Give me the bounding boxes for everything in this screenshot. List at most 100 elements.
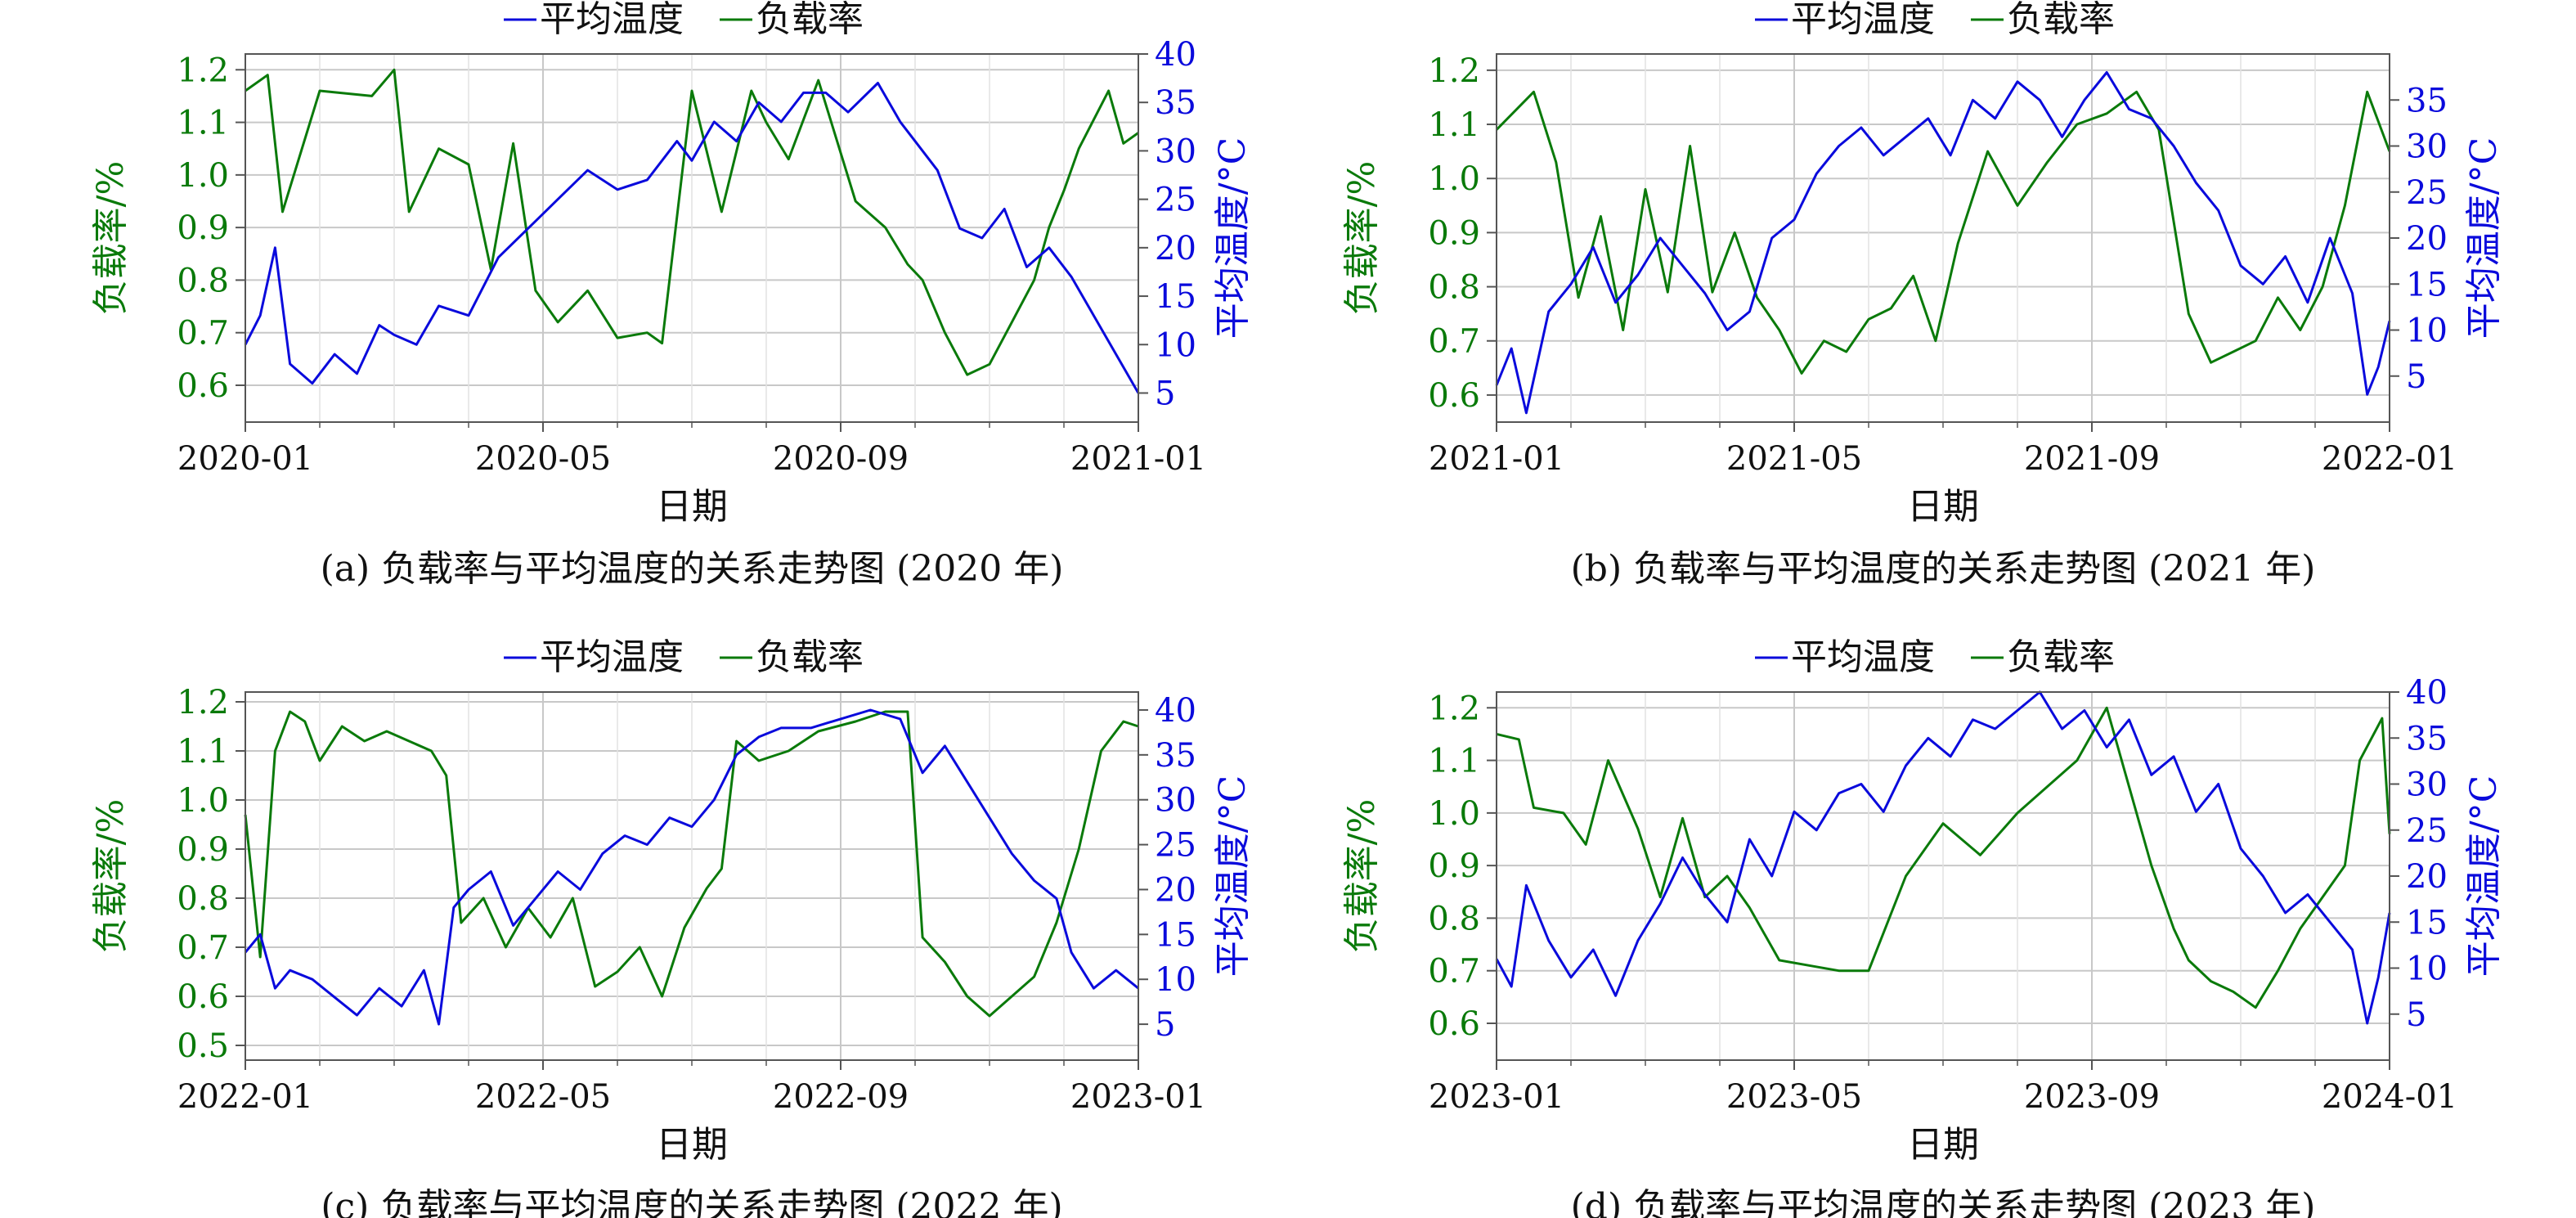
y-axis-label-left: 负载率/% [1341,799,1383,954]
grid [1496,54,2390,422]
x-axis: 2020-01 2020-05 2020-09 2021-01 [177,422,1206,478]
y-tick-label-left: 0.7 [177,929,229,967]
y-tick-label-right: 25 [2406,812,2448,850]
y-tick-label-left: 1.0 [1428,795,1480,833]
x-tick-label: 2022-01 [2322,440,2457,478]
panel-caption: (d) 负载率与平均温度的关系走势图 (2023 年) [1571,1186,2316,1218]
y-tick-label-left: 0.9 [177,831,229,869]
y-tick-label-right: 15 [1155,916,1196,954]
x-axis-label: 日期 [656,486,728,528]
series-line-temp [1495,71,2391,415]
y-tick-label-left: 1.2 [177,684,229,721]
y-axis-label-right: 平均温度/°C [1212,137,1254,339]
y-tick-label-right: 5 [1155,375,1175,412]
series-line-load [244,710,1139,1018]
legend-label-temp: 平均温度 [1791,0,1935,40]
y-tick-label-right: 35 [1155,84,1196,122]
y-axis-left: 0.6 0.7 0.8 0.9 1.0 1.1 1.2 [1428,690,1497,1043]
y-tick-label-right: 40 [1155,692,1196,730]
chart-panel-4: 0.6 0.7 0.8 0.9 1.0 1.1 1.2 5 10 15 20 25 30 35 40 2023… [1341,636,2505,1218]
legend: 平均温度 负载率 [1755,0,2115,40]
x-tick-label: 2021-09 [2024,440,2160,478]
chart-panel-2: 0.6 0.7 0.8 0.9 1.0 1.1 1.2 5 10 15 20 25 30 35 2021-0… [1341,0,2505,590]
y-tick-label-right: 5 [1155,1006,1175,1044]
y-tick-label-right: 10 [1155,961,1196,999]
x-tick-label: 2022-09 [773,1078,909,1116]
legend: 平均温度 负载率 [1755,636,2115,678]
series-line-load [1496,706,2391,1009]
y-axis-right: 5 10 15 20 25 30 35 40 [2390,674,2448,1034]
y-axis-left: 0.5 0.6 0.7 0.8 0.9 1.0 1.1 1.2 [177,684,245,1065]
chart-panel-1: 0.6 0.7 0.8 0.9 1.0 1.1 1.2 5 10 15 20 25 30 35 40 2020… [90,0,1254,590]
y-tick-label-left: 0.6 [1428,377,1480,415]
y-tick-label-left: 0.7 [177,315,229,353]
legend-label-load: 负载率 [756,0,864,40]
y-tick-label-right: 25 [2406,174,2448,212]
x-tick-label: 2023-01 [1070,1078,1206,1116]
y-tick-label-left: 1.0 [177,782,229,820]
legend-label-load: 负载率 [2007,0,2115,40]
x-axis: 2021-01 2021-05 2021-09 2022-01 [1429,422,2457,478]
y-tick-label-left: 0.9 [177,209,229,247]
y-tick-label-left: 0.8 [1428,900,1480,937]
x-tick-label: 2020-01 [177,440,313,478]
panel-caption: (a) 负载率与平均温度的关系走势图 (2020 年) [321,548,1064,590]
y-tick-label-right: 10 [2406,951,2448,988]
y-tick-label-right: 30 [1155,133,1196,170]
y-tick-label-left: 0.9 [1428,214,1480,252]
panel-caption: (b) 负载率与平均温度的关系走势图 (2021 年) [1571,548,2316,590]
y-tick-label-right: 30 [2406,766,2448,804]
y-tick-label-left: 0.8 [1428,269,1480,307]
legend-label-load: 负载率 [2007,636,2115,678]
x-tick-label: 2020-09 [773,440,909,478]
x-tick-label: 2022-01 [177,1078,313,1116]
x-tick-label: 2020-05 [475,440,611,478]
y-axis-left: 0.6 0.7 0.8 0.9 1.0 1.1 1.2 [177,52,245,405]
y-tick-label-left: 1.2 [1428,690,1480,727]
y-tick-label-left: 0.8 [177,262,229,299]
series-group [244,68,1140,394]
y-tick-label-left: 0.6 [177,978,229,1016]
x-tick-label: 2024-01 [2322,1078,2457,1116]
y-tick-label-left: 1.1 [1428,743,1480,780]
y-tick-label-right: 20 [1155,230,1196,267]
y-tick-label-right: 5 [2406,358,2426,396]
x-tick-label: 2022-05 [475,1078,611,1116]
grid [1496,692,2390,1060]
y-tick-label-left: 1.2 [1428,52,1480,90]
y-tick-label-right: 40 [2406,674,2448,712]
x-axis: 2023-01 2023-05 2023-09 2024-01 [1429,1060,2457,1116]
x-tick-label: 2023-05 [1726,1078,1862,1116]
y-tick-label-left: 1.0 [1428,160,1480,198]
legend-label-temp: 平均温度 [1791,636,1935,678]
y-tick-label-left: 1.1 [177,733,229,771]
y-tick-label-left: 1.1 [1428,106,1480,144]
y-tick-label-right: 20 [1155,871,1196,909]
y-tick-label-left: 0.7 [1428,953,1480,991]
x-axis-label: 日期 [1907,1124,1979,1166]
chart-panel-3: 0.5 0.6 0.7 0.8 0.9 1.0 1.1 1.2 5 10 15 20 25 30 35 40 2… [90,636,1254,1218]
series-line-load [1495,90,2391,375]
y-axis-label-right: 平均温度/°C [2463,775,2505,978]
series-line-load [245,68,1139,376]
x-axis-label: 日期 [656,1124,728,1166]
y-tick-label-right: 15 [2406,904,2448,942]
y-tick-label-right: 30 [2406,128,2448,166]
y-tick-label-right: 10 [1155,326,1196,364]
y-tick-label-right: 35 [2406,720,2448,757]
series-group [1495,71,2391,415]
y-axis-label-left: 负载率/% [90,799,132,954]
y-tick-label-right: 25 [1155,182,1196,219]
y-axis-label-right: 平均温度/°C [1212,775,1254,978]
y-tick-label-left: 1.2 [177,52,229,89]
y-tick-label-right: 5 [2406,996,2426,1034]
y-tick-label-right: 35 [2406,82,2448,119]
y-tick-label-right: 10 [2406,312,2448,350]
legend-label-temp: 平均温度 [540,0,684,40]
y-tick-label-right: 40 [1155,36,1196,74]
x-tick-label: 2021-01 [1429,440,1564,478]
y-tick-label-right: 15 [1155,278,1196,316]
legend-label-load: 负载率 [756,636,864,678]
x-axis: 2022-01 2022-05 2022-09 2023-01 [177,1060,1206,1116]
